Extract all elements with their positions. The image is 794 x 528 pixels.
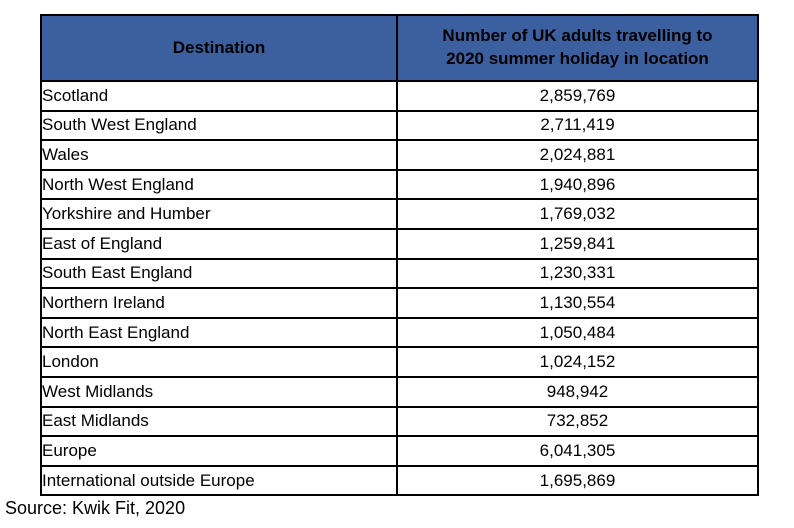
table-row: Northern Ireland 1,130,554	[40, 287, 759, 319]
destination-cell: International outside Europe	[40, 464, 398, 497]
table-row: East of England 1,259,841	[40, 227, 759, 260]
destination-cell: North West England	[40, 168, 398, 201]
table-row: International outside Europe 1,695,869	[40, 464, 759, 497]
value-cell: 1,130,554	[396, 287, 759, 319]
value-cell: 1,769,032	[396, 198, 759, 230]
table-row: London 1,024,152	[40, 346, 759, 378]
header-cell-value: Number of UK adults travelling to 2020 s…	[396, 14, 759, 82]
header-label-value: Number of UK adults travelling to 2020 s…	[442, 26, 713, 68]
value-cell: 2,024,881	[396, 139, 759, 171]
destination-cell: Europe	[40, 435, 398, 467]
value-cell: 1,940,896	[396, 168, 759, 201]
header-label-destination: Destination	[172, 37, 266, 57]
destination-cell: South East England	[40, 257, 398, 290]
destination-cell: South West England	[40, 109, 398, 142]
destinations-table: Destination Number of UK adults travelli…	[40, 14, 759, 497]
table-row: Scotland 2,859,769	[40, 80, 759, 112]
destination-cell: West Midlands	[40, 375, 398, 408]
value-cell: 1,259,841	[396, 227, 759, 260]
destination-cell: North East England	[40, 316, 398, 349]
value-cell: 6,041,305	[396, 435, 759, 467]
destination-cell: Yorkshire and Humber	[40, 198, 398, 230]
table-header: Destination Number of UK adults travelli…	[40, 14, 759, 82]
value-cell: 2,711,419	[396, 109, 759, 142]
table-row: North East England 1,050,484	[40, 316, 759, 349]
destination-cell: London	[40, 346, 398, 378]
table-row: Wales 2,024,881	[40, 139, 759, 171]
destination-cell: Scotland	[40, 80, 398, 112]
table-row: West Midlands 948,942	[40, 375, 759, 408]
table-row: Yorkshire and Humber 1,769,032	[40, 198, 759, 230]
source-attribution: Source: Kwik Fit, 2020	[5, 498, 186, 518]
destination-cell: East Midlands	[40, 405, 398, 438]
value-cell: 732,852	[396, 405, 759, 438]
table-body: Scotland 2,859,769 South West England 2,…	[40, 80, 759, 497]
table-row: East Midlands 732,852	[40, 405, 759, 438]
header-cell-destination: Destination	[40, 14, 398, 82]
destination-cell: East of England	[40, 227, 398, 260]
destination-cell: Northern Ireland	[40, 287, 398, 319]
value-cell: 948,942	[396, 375, 759, 408]
table-row: Europe 6,041,305	[40, 435, 759, 467]
table-row: North West England 1,940,896	[40, 168, 759, 201]
value-cell: 1,024,152	[396, 346, 759, 378]
value-cell: 1,230,331	[396, 257, 759, 290]
value-cell: 1,695,869	[396, 464, 759, 497]
header-row: Destination Number of UK adults travelli…	[40, 14, 759, 82]
table-row: South West England 2,711,419	[40, 109, 759, 142]
destination-cell: Wales	[40, 139, 398, 171]
value-cell: 2,859,769	[396, 80, 759, 112]
table-row: South East England 1,230,331	[40, 257, 759, 290]
value-cell: 1,050,484	[396, 316, 759, 349]
